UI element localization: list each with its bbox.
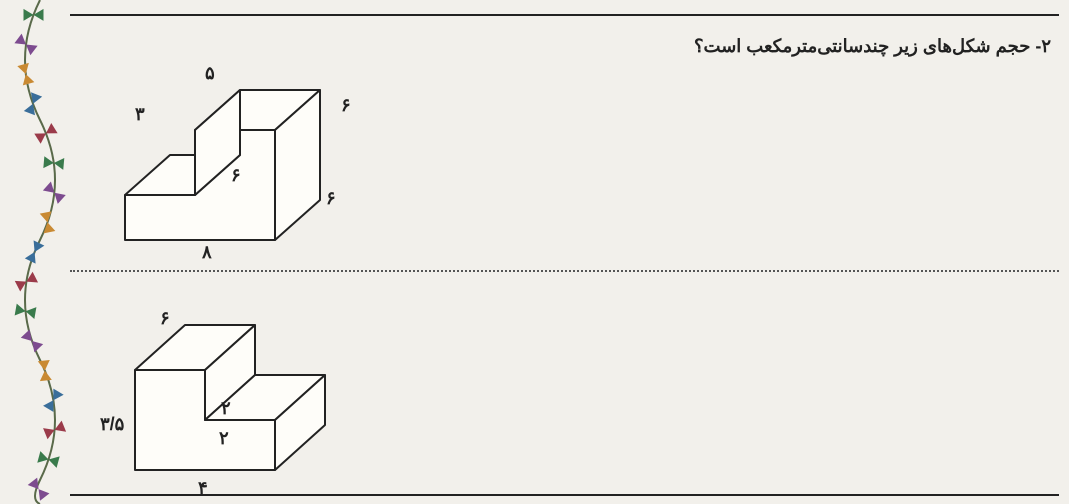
dim-s2-inner-h: ۲ xyxy=(219,428,229,449)
dim-s1-base-w: ۸ xyxy=(202,242,212,263)
dim-s2-depth-top: ۶ xyxy=(160,308,170,329)
diagram-shape-2 xyxy=(105,300,345,490)
dim-s1-right-h: ۶ xyxy=(341,95,351,116)
rule-middle xyxy=(70,270,1059,272)
dim-s1-left-step: ۳ xyxy=(135,104,145,125)
diagram-shape-1 xyxy=(105,70,345,260)
dim-s2-left-h: ۳/۵ xyxy=(100,414,124,435)
decorative-ribbon xyxy=(0,0,80,504)
dim-s2-inner-w: ۲ xyxy=(221,398,231,419)
dim-s1-top-small: ۵ xyxy=(205,63,215,84)
rule-top xyxy=(70,14,1059,16)
rule-bottom xyxy=(70,494,1059,496)
dim-s1-depth: ۶ xyxy=(326,188,336,209)
question-text: ۲- حجم شکل‌های زیر چندسانتی‌مترمکعب است؟ xyxy=(694,36,1051,57)
page: ۲- حجم شکل‌های زیر چندسانتی‌مترمکعب است؟… xyxy=(0,0,1069,504)
dim-s1-inner-h: ۶ xyxy=(231,165,241,186)
